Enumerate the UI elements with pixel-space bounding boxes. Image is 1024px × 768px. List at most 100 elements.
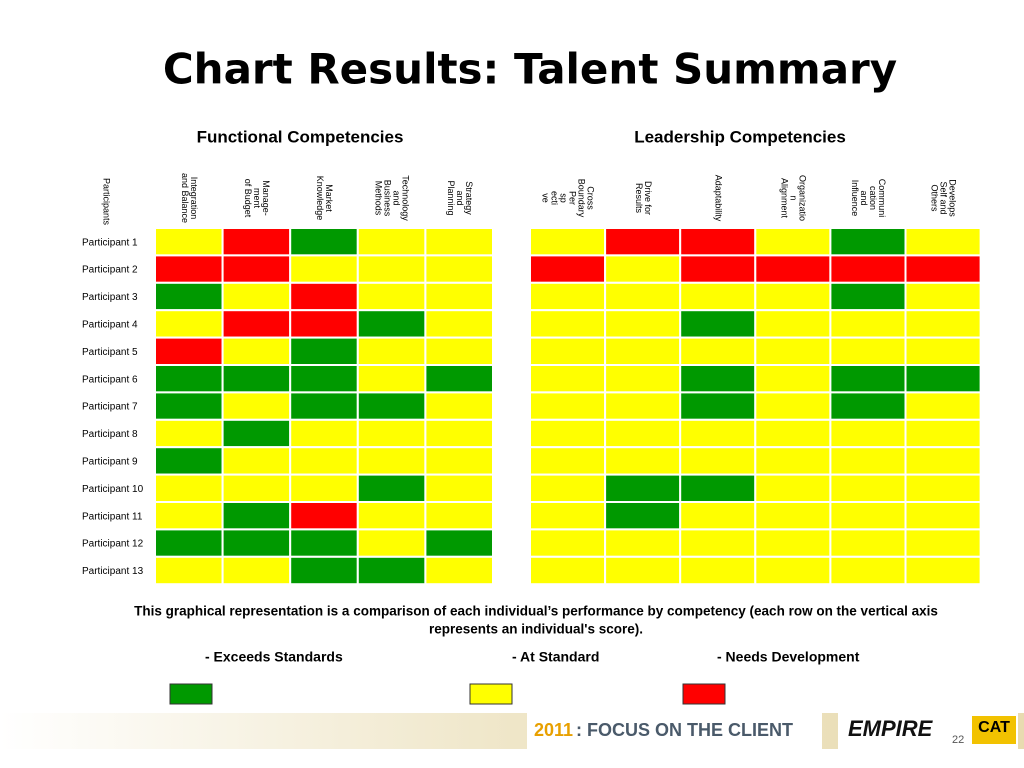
column-label: Cross (586, 186, 596, 210)
brand-box (972, 716, 1016, 744)
rating-cell (356, 473, 427, 504)
column-label: Technology (401, 175, 411, 221)
rating-cell (154, 254, 224, 284)
rating-cell (154, 446, 224, 476)
rating-cell (829, 227, 907, 257)
rating-cell (356, 227, 427, 257)
rating-cell (356, 364, 427, 394)
rating-cell (754, 227, 832, 257)
rating-cell (424, 501, 494, 531)
rating-cell (356, 336, 427, 367)
column-label: Integration (189, 177, 199, 220)
rating-cell (424, 309, 494, 339)
rating-cell (424, 473, 494, 504)
group-title: Leadership Competencies (634, 127, 846, 146)
column-label: cation (868, 186, 878, 210)
rating-cell (679, 528, 757, 558)
rating-cell (679, 227, 757, 257)
rating-cell (221, 446, 292, 476)
column-label: of Budget (243, 179, 253, 218)
rating-cell (529, 254, 607, 284)
rating-cell (289, 528, 359, 558)
column-label: ve (541, 193, 551, 203)
rating-cell (904, 364, 982, 394)
rating-cell (754, 391, 832, 421)
column-label: and (859, 190, 869, 205)
rating-cell (529, 391, 607, 421)
legend-label: - Needs Development (717, 649, 860, 665)
column-label: Others (930, 184, 940, 212)
rating-cell (424, 418, 494, 449)
rating-cell (904, 254, 982, 284)
rating-cell (289, 501, 359, 531)
rating-cell (529, 418, 607, 449)
rating-cell (604, 446, 682, 476)
rating-cell (289, 254, 359, 284)
rating-cell (529, 364, 607, 394)
rating-cell (754, 473, 832, 504)
rating-cell (904, 281, 982, 312)
participant-label: Participant 2 (82, 265, 138, 276)
rating-cell (904, 391, 982, 421)
rating-cell (904, 418, 982, 449)
column-label: sp (559, 193, 569, 203)
rating-cell (604, 555, 682, 586)
rating-cell (221, 254, 292, 284)
rating-cell (356, 528, 427, 558)
footer-year: 2011 (534, 720, 573, 740)
note: This graphical representation is a compa… (134, 604, 938, 619)
rating-cell (904, 528, 982, 558)
rating-cell (604, 309, 682, 339)
rating-cell (221, 418, 292, 449)
rating-cell (754, 336, 832, 367)
participant-label: Participant 3 (82, 292, 138, 303)
rating-cell (289, 555, 359, 586)
rating-cell (679, 446, 757, 476)
rating-cell (829, 281, 907, 312)
rating-cell (221, 501, 292, 531)
column-label: Methods (374, 181, 384, 216)
legend-swatch (169, 683, 213, 705)
rating-cell (221, 281, 292, 312)
rating-cell (289, 446, 359, 476)
rating-cell (604, 473, 682, 504)
rating-cell (679, 391, 757, 421)
rating-cell (154, 364, 224, 394)
column-label: Results (634, 183, 644, 214)
rating-cell (529, 501, 607, 531)
column-label: Adaptability (713, 175, 723, 222)
column-label: n (788, 195, 798, 200)
column-label: Market (324, 184, 334, 212)
rating-cell (829, 446, 907, 476)
rating-cell (221, 227, 292, 257)
rating-cell (289, 418, 359, 449)
rating-cell (424, 281, 494, 312)
rating-cell (604, 501, 682, 531)
rating-cell (289, 281, 359, 312)
rating-cell (424, 227, 494, 257)
rating-cell (154, 555, 224, 586)
column-label: Strategy (464, 181, 474, 215)
rating-cell (679, 254, 757, 284)
footer-box (527, 713, 822, 749)
rating-cell (604, 364, 682, 394)
rating-cell (754, 501, 832, 531)
rating-cell (529, 309, 607, 339)
rating-cell (904, 309, 982, 339)
rating-cell (829, 473, 907, 504)
participant-label: Participant 7 (82, 402, 138, 413)
rating-cell (289, 364, 359, 394)
column-label: Planning (446, 180, 456, 215)
rating-cell (754, 364, 832, 394)
rating-cell (604, 418, 682, 449)
rating-cell (679, 418, 757, 449)
rating-cell (829, 254, 907, 284)
rating-cell (529, 555, 607, 586)
rating-cell (529, 281, 607, 312)
rating-cell (154, 309, 224, 339)
rating-cell (221, 391, 292, 421)
column-label: and Balance (180, 173, 190, 223)
rating-cell (829, 501, 907, 531)
legend-swatch (682, 683, 726, 705)
